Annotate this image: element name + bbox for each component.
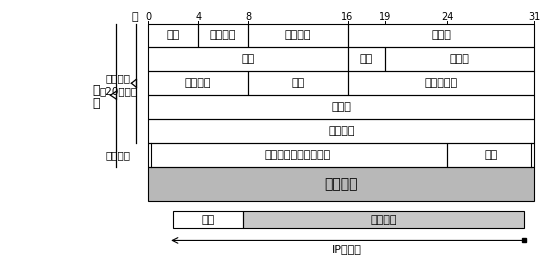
Text: 片偏移: 片偏移 <box>450 54 470 64</box>
Bar <box>148 167 535 201</box>
Bar <box>248 24 348 47</box>
Text: 区分服务: 区分服务 <box>284 30 311 41</box>
Text: 16: 16 <box>342 12 354 22</box>
Text: 标识: 标识 <box>241 54 255 64</box>
Bar <box>348 71 535 95</box>
Text: 填充: 填充 <box>484 150 497 160</box>
Text: 可变部分: 可变部分 <box>106 150 131 160</box>
Text: 24: 24 <box>441 12 453 22</box>
Text: 源地址: 源地址 <box>332 102 351 112</box>
Bar <box>148 24 198 47</box>
Text: 首: 首 <box>93 84 100 97</box>
Bar <box>348 24 535 47</box>
Text: 版本: 版本 <box>167 30 180 41</box>
Bar <box>148 143 447 167</box>
Text: 位: 位 <box>131 12 139 22</box>
Text: 标志: 标志 <box>360 54 373 64</box>
Text: 0: 0 <box>145 12 151 22</box>
Bar <box>148 71 248 95</box>
Text: 首部长度: 首部长度 <box>210 30 236 41</box>
Bar <box>148 95 535 119</box>
Text: 总长度: 总长度 <box>431 30 451 41</box>
Text: 固定部分: 固定部分 <box>106 73 131 83</box>
Bar <box>198 24 248 47</box>
Text: 可选字段（长度可变）: 可选字段（长度可变） <box>265 150 331 160</box>
Text: 数据部分: 数据部分 <box>371 215 397 224</box>
Bar <box>348 47 385 71</box>
Text: 31: 31 <box>528 12 541 22</box>
Bar <box>148 119 535 143</box>
Text: IP数据报: IP数据报 <box>332 244 361 254</box>
Text: 生存时间: 生存时间 <box>185 78 211 88</box>
Bar <box>244 211 524 228</box>
Text: （20字节）: （20字节） <box>100 86 138 96</box>
Text: 19: 19 <box>379 12 391 22</box>
Bar <box>148 167 535 201</box>
Text: 部: 部 <box>93 97 100 110</box>
Bar <box>385 47 535 71</box>
Text: 首部检验和: 首部检验和 <box>425 78 458 88</box>
Bar <box>148 47 348 71</box>
Text: 目的地址: 目的地址 <box>328 126 355 136</box>
Text: 8: 8 <box>245 12 251 22</box>
Text: 协议: 协议 <box>291 78 304 88</box>
Text: 4: 4 <box>195 12 201 22</box>
Bar <box>248 71 348 95</box>
Bar <box>447 143 535 167</box>
Text: 首部: 首部 <box>202 215 215 224</box>
Text: 数据部分: 数据部分 <box>324 177 358 191</box>
Bar <box>173 211 244 228</box>
Bar <box>244 211 524 228</box>
